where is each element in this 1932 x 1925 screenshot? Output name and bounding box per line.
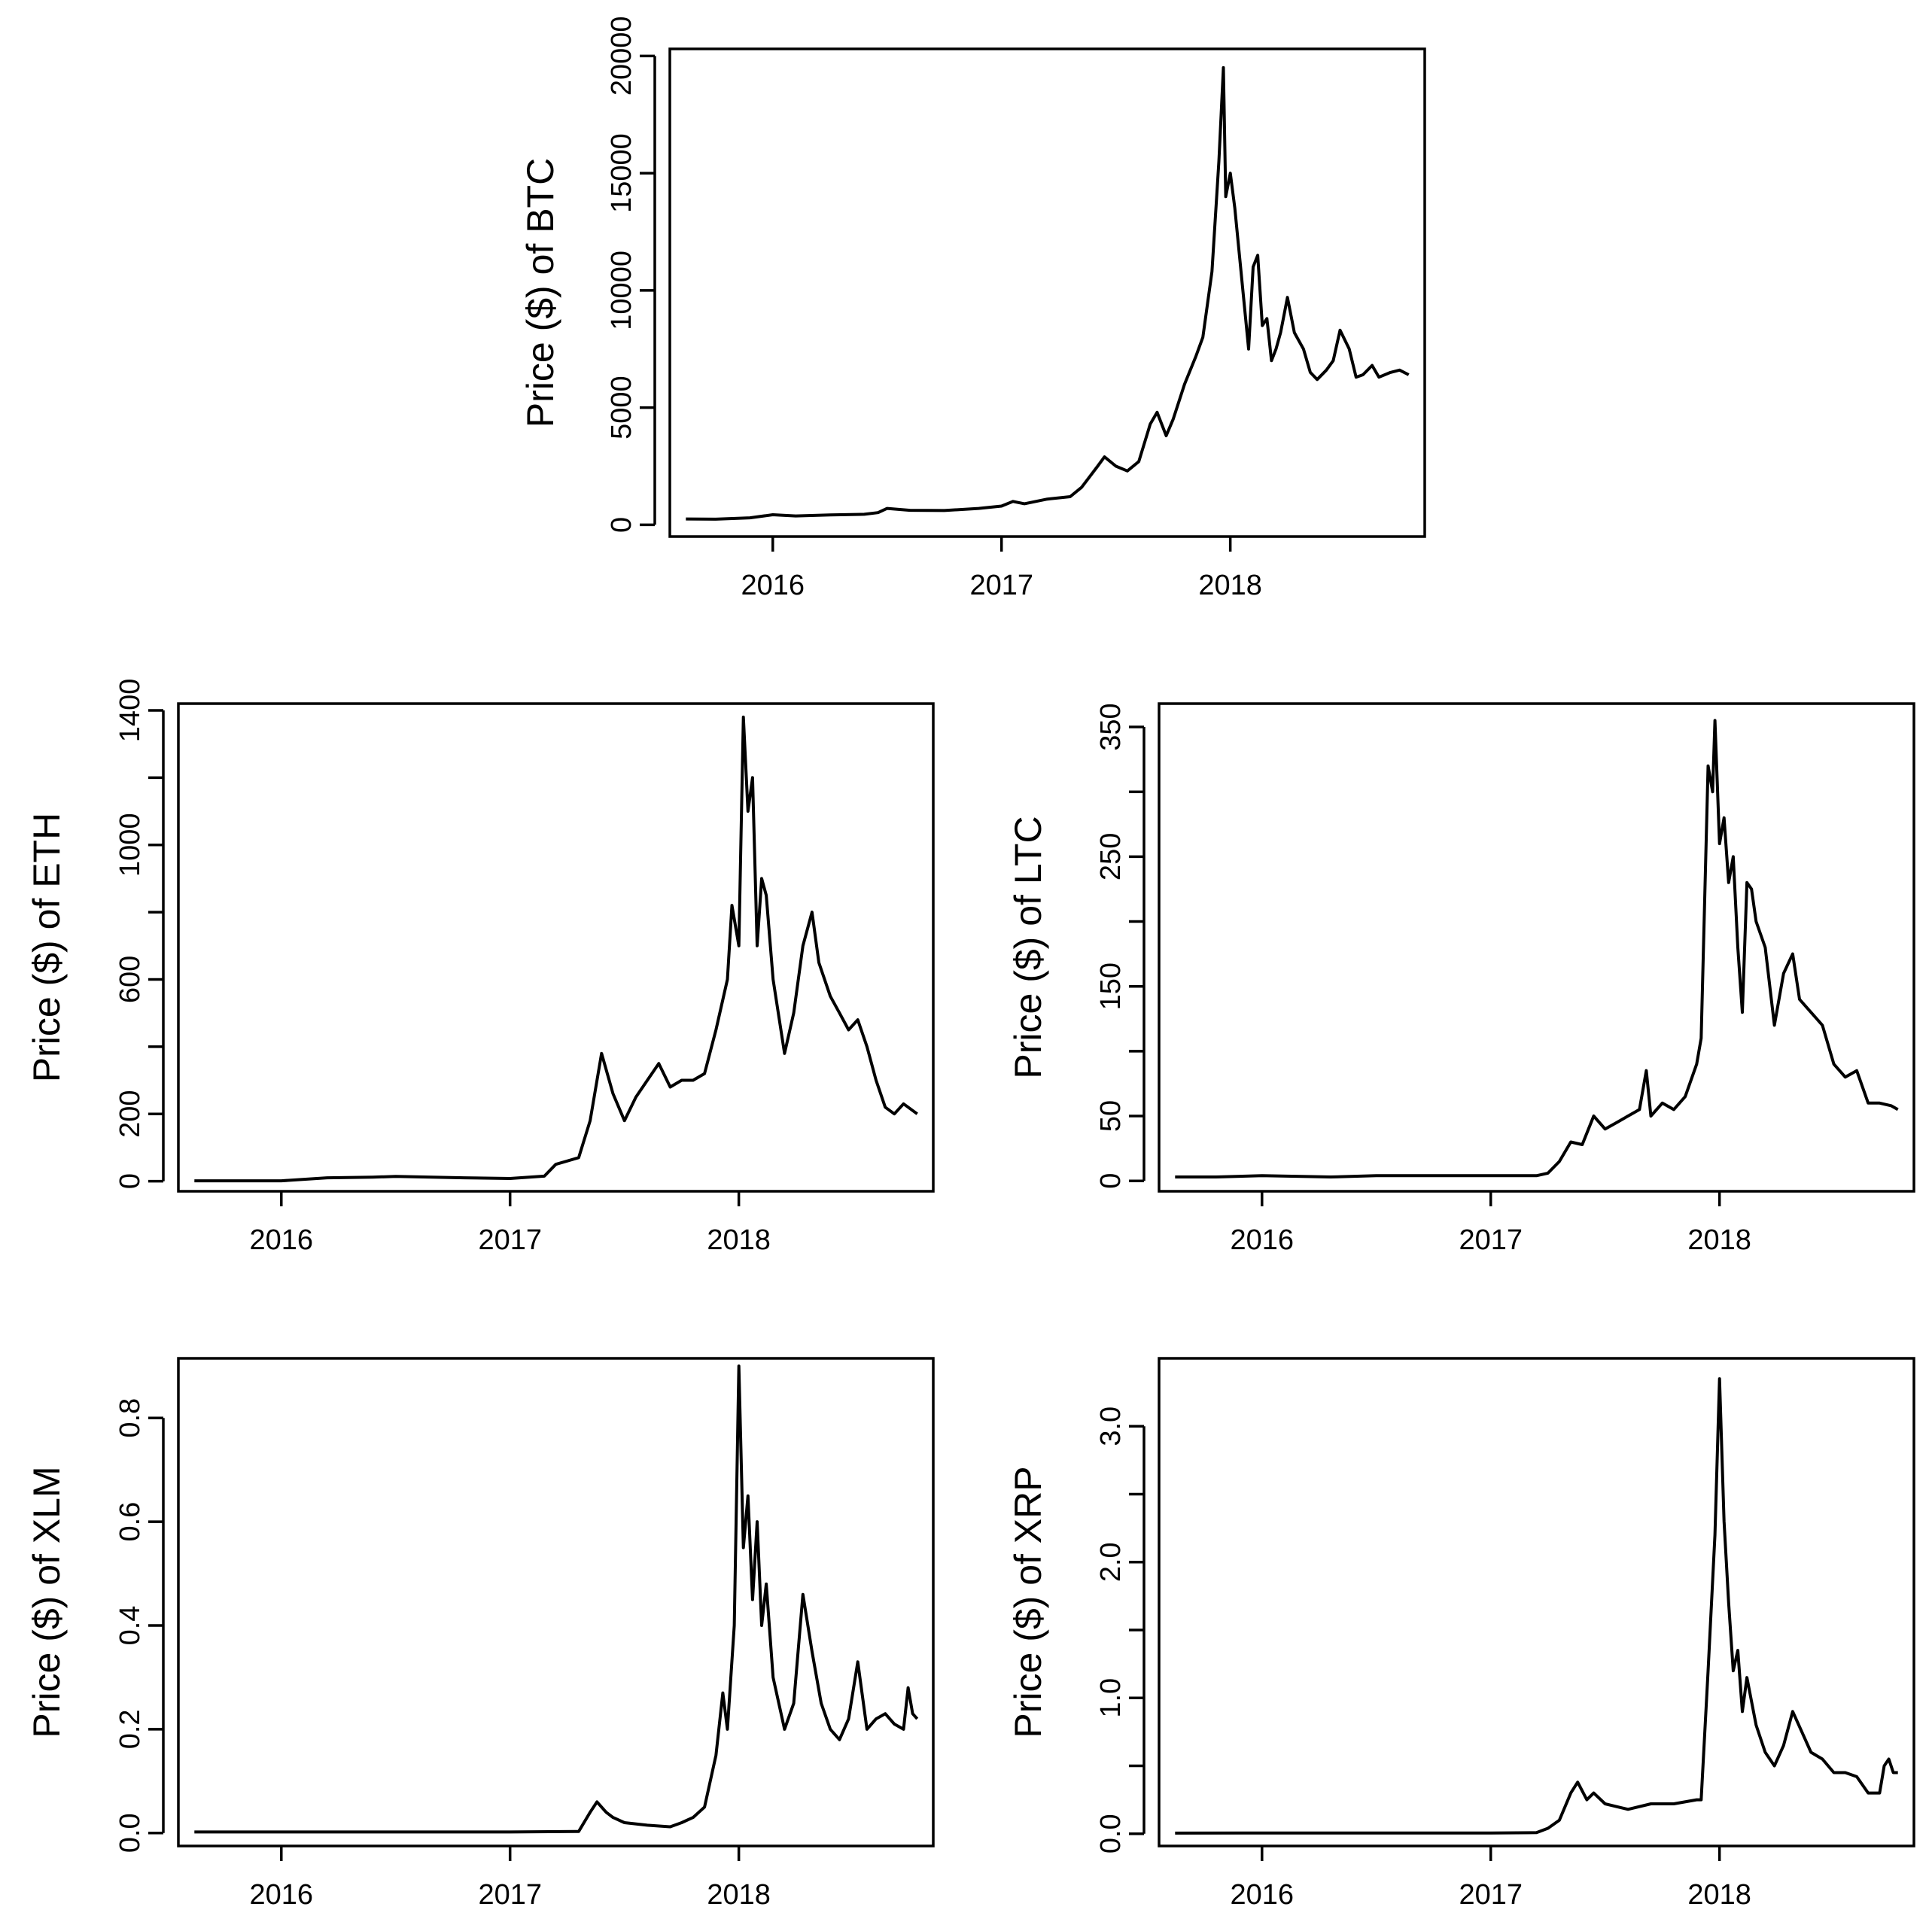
x-tick-label: 2016: [1230, 1879, 1294, 1911]
panel-eth: 2016 2017 2018 0 200 600 1000 1400 Price ($) o…: [26, 679, 935, 1256]
y-tick-label: 0: [1095, 1173, 1127, 1189]
x-tick-label: 2017: [478, 1224, 542, 1256]
y-tick-label: 350: [1095, 703, 1127, 750]
series-line-eth: [194, 715, 918, 1183]
y-axis-label: Price ($) of XRP: [1007, 1466, 1049, 1738]
panel-xlm: 2016 2017 2018 0.0 0.2 0.4 0.6 0.8 Price ($) o…: [26, 1357, 935, 1911]
series-line-ltc: [1175, 719, 1899, 1178]
y-tick-label: 0.0: [1095, 1814, 1127, 1854]
panel-btc: 2016 2017 2018 0 5000 10000 15000 20000 Price …: [519, 17, 1426, 601]
x-tick-label: 2016: [741, 570, 805, 601]
x-tick-label: 2016: [249, 1879, 313, 1911]
y-axis: 0 50 150 250 350: [1095, 703, 1146, 1189]
y-tick-label: 5000: [606, 376, 637, 439]
x-tick-label: 2018: [707, 1224, 771, 1256]
y-axis-label: Price ($) of LTC: [1007, 816, 1049, 1078]
plot-frame: [1158, 702, 1915, 1193]
series-line-xrp: [1175, 1377, 1898, 1835]
y-tick-label: 0.4: [114, 1606, 146, 1646]
plot-frame: [177, 1357, 935, 1847]
y-tick-label: 0.6: [114, 1502, 146, 1542]
x-axis: 2016 2017 2018: [249, 1846, 771, 1911]
y-axis: 0.0 1.0 2.0 3.0: [1095, 1406, 1146, 1854]
y-tick-label: 0.8: [114, 1398, 146, 1438]
y-axis: 0 5000 10000 15000 20000: [606, 17, 656, 533]
y-tick-label: 0: [606, 517, 637, 533]
y-tick-label: 200: [114, 1090, 146, 1138]
panel-ltc: 2016 2017 2018 0 50 150 250 350 Price ($) of L…: [1007, 702, 1915, 1256]
x-tick-label: 2016: [1230, 1224, 1294, 1256]
y-tick-label: 0: [114, 1173, 146, 1189]
y-axis-label: Price ($) of XLM: [26, 1466, 68, 1738]
y-tick-label: 10000: [606, 251, 637, 330]
y-tick-label: 20000: [606, 17, 637, 96]
y-tick-label: 150: [1095, 963, 1127, 1010]
y-tick-label: 50: [1095, 1100, 1127, 1132]
series-line-btc: [686, 65, 1410, 521]
x-axis: 2016 2017 2018: [1230, 1191, 1751, 1256]
x-tick-label: 2016: [249, 1224, 313, 1256]
y-axis-label: Price ($) of BTC: [519, 158, 561, 427]
plot-frame: [177, 702, 935, 1193]
y-tick-label: 15000: [606, 133, 637, 213]
y-tick-label: 1000: [114, 813, 146, 877]
y-tick-label: 1400: [114, 679, 146, 743]
plot-frame: [1158, 1357, 1915, 1847]
x-tick-label: 2018: [1687, 1879, 1751, 1911]
y-tick-label: 3.0: [1095, 1406, 1127, 1446]
y-tick-label: 2.0: [1095, 1542, 1127, 1582]
x-tick-label: 2017: [1459, 1224, 1523, 1256]
plot-frame: [668, 47, 1426, 538]
panel-xrp: 2016 2017 2018 0.0 1.0 2.0 3.0 Price ($) of X…: [1007, 1357, 1915, 1911]
x-tick-label: 2018: [707, 1879, 771, 1911]
x-tick-label: 2017: [1459, 1879, 1523, 1911]
x-axis: 2016 2017 2018: [741, 537, 1262, 601]
y-tick-label: 0.0: [114, 1813, 146, 1853]
y-axis: 0.0 0.2 0.4 0.6 0.8: [114, 1398, 165, 1853]
y-axis: 0 200 600 1000 1400: [114, 679, 165, 1189]
y-tick-label: 250: [1095, 833, 1127, 880]
y-tick-label: 600: [114, 956, 146, 1003]
y-tick-label: 0.2: [114, 1709, 146, 1749]
y-axis-label: Price ($) of ETH: [26, 813, 68, 1082]
y-tick-label: 1.0: [1095, 1678, 1127, 1718]
x-axis: 2016 2017 2018: [249, 1191, 771, 1256]
series-line-xlm: [194, 1364, 919, 1834]
x-tick-label: 2017: [478, 1879, 542, 1911]
x-tick-label: 2018: [1198, 570, 1262, 601]
x-tick-label: 2018: [1687, 1224, 1751, 1256]
x-tick-label: 2017: [969, 570, 1033, 601]
x-axis: 2016 2017 2018: [1230, 1846, 1751, 1911]
